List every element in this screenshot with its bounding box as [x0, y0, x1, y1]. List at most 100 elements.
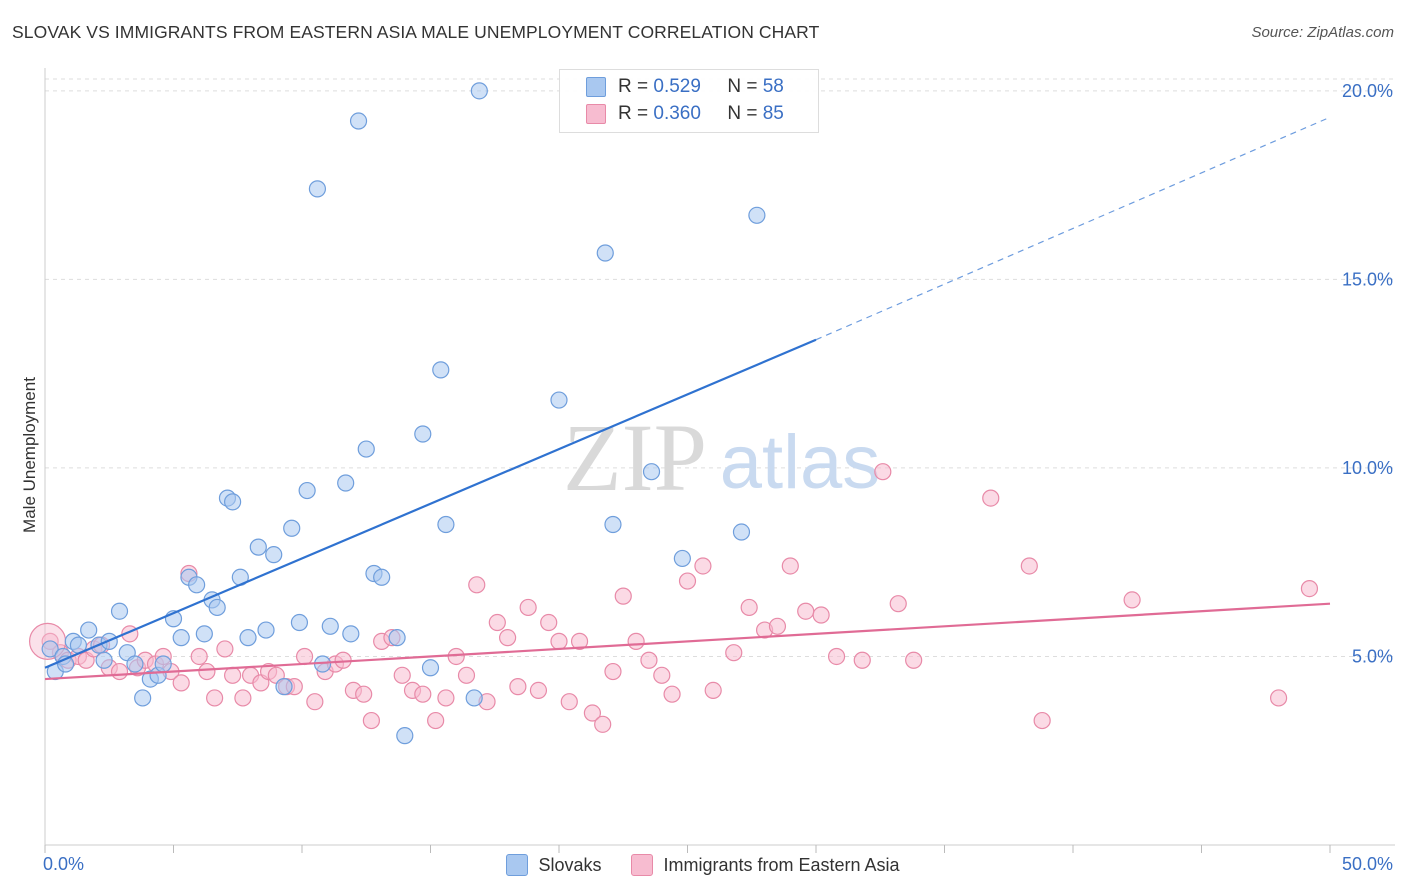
stats-box: R = 0.529 N = 58 R = 0.360 N = 85	[559, 69, 819, 133]
point-immigrants	[614, 587, 632, 605]
point-immigrants	[627, 632, 645, 650]
series-slovaks-points	[41, 82, 766, 745]
point-immigrants	[427, 711, 445, 730]
point-slovaks	[349, 112, 368, 130]
legend-item-slovaks[interactable]: Slovaks	[506, 854, 601, 876]
point-immigrants	[447, 647, 465, 666]
point-immigrants	[362, 711, 380, 730]
point-immigrants	[704, 681, 722, 700]
point-slovaks	[41, 640, 59, 658]
point-slovaks	[290, 613, 309, 632]
point-immigrants	[678, 572, 697, 590]
point-slovaks	[432, 361, 450, 379]
point-immigrants	[570, 632, 589, 650]
point-immigrants	[437, 689, 455, 707]
y-tick-label: 5.0%	[1352, 646, 1393, 666]
legend-swatch-slovaks	[506, 854, 529, 876]
point-immigrants	[781, 557, 799, 575]
point-slovaks	[604, 515, 622, 534]
point-immigrants	[206, 689, 224, 707]
stats-swatch-immigrants	[586, 104, 606, 124]
point-immigrants	[509, 678, 527, 696]
point-slovaks	[414, 425, 432, 443]
stats-n-value: 85	[762, 103, 784, 124]
point-slovaks	[283, 519, 301, 537]
chart-title: SLOVAK VS IMMIGRANTS FROM EASTERN ASIA M…	[12, 22, 820, 42]
point-slovaks	[465, 689, 483, 707]
point-slovaks	[373, 568, 391, 586]
stats-row-slovaks: R = 0.529 N = 58	[586, 74, 784, 100]
point-immigrants	[827, 647, 846, 666]
point-immigrants	[604, 662, 622, 681]
stats-n-label: N =	[727, 76, 763, 97]
point-immigrants	[694, 557, 712, 575]
point-slovaks	[421, 659, 440, 677]
point-immigrants	[540, 613, 558, 632]
point-slovaks	[80, 621, 98, 639]
point-slovaks	[134, 689, 152, 707]
point-immigrants	[355, 685, 373, 703]
point-slovaks	[188, 576, 206, 594]
point-immigrants	[583, 704, 602, 722]
point-slovaks	[126, 655, 144, 673]
point-immigrants	[306, 693, 324, 711]
point-immigrants	[529, 681, 548, 700]
watermark-zip: ZIP	[563, 404, 707, 511]
point-immigrants	[560, 693, 578, 711]
point-immigrants	[550, 632, 568, 650]
point-slovaks	[110, 602, 129, 620]
stats-r-label: R =	[618, 103, 654, 124]
point-slovaks	[208, 598, 226, 617]
source-label: Source: ZipAtlas.com	[1251, 24, 1394, 41]
point-immigrants	[519, 598, 537, 617]
point-slovaks	[224, 493, 242, 511]
point-slovaks	[596, 244, 614, 262]
point-slovaks	[239, 629, 257, 647]
stats-swatch-slovaks	[586, 77, 606, 97]
point-slovaks	[748, 206, 766, 224]
point-immigrants	[905, 651, 923, 669]
stats-r-label: R =	[618, 76, 654, 97]
point-immigrants	[889, 595, 907, 613]
point-immigrants	[457, 666, 476, 684]
point-immigrants	[295, 647, 314, 666]
trend-line-immigrants	[44, 602, 1331, 681]
point-slovaks	[470, 82, 488, 100]
point-slovaks	[437, 515, 455, 534]
point-slovaks	[337, 474, 355, 492]
point-slovaks	[321, 617, 339, 635]
point-slovaks	[298, 481, 316, 500]
point-slovaks	[642, 463, 661, 481]
legend-label-slovaks: Slovaks	[538, 854, 602, 875]
point-immigrants	[499, 629, 517, 647]
point-immigrants	[1123, 591, 1141, 609]
legend-label-immigrants: Immigrants from Eastern Asia	[663, 854, 900, 875]
legend-item-immigrants[interactable]: Immigrants from Eastern Asia	[631, 854, 900, 876]
point-slovaks	[342, 625, 360, 643]
gridlines	[45, 78, 1395, 657]
point-immigrants	[468, 576, 486, 594]
point-slovaks	[550, 391, 568, 409]
point-immigrants	[110, 662, 129, 681]
point-immigrants	[797, 602, 815, 620]
point-slovaks	[673, 549, 691, 568]
point-slovaks	[172, 629, 190, 647]
point-immigrants	[172, 674, 190, 692]
trend-line-slovaks-extension	[815, 116, 1331, 341]
point-immigrants	[488, 613, 506, 632]
point-slovaks	[249, 538, 267, 556]
point-immigrants	[874, 463, 892, 481]
point-slovaks	[308, 180, 327, 198]
point-slovaks	[257, 621, 275, 639]
point-immigrants	[1033, 711, 1051, 730]
point-immigrants	[640, 651, 658, 669]
point-immigrants	[1300, 579, 1319, 598]
y-tick-label: 10.0%	[1342, 458, 1393, 478]
stats-row-immigrants: R = 0.360 N = 85	[586, 101, 784, 127]
watermark-atlas: atlas	[720, 420, 881, 505]
point-immigrants	[198, 662, 216, 681]
y-tick-label: 15.0%	[1342, 269, 1393, 289]
point-immigrants	[190, 647, 208, 666]
point-immigrants	[393, 666, 411, 684]
